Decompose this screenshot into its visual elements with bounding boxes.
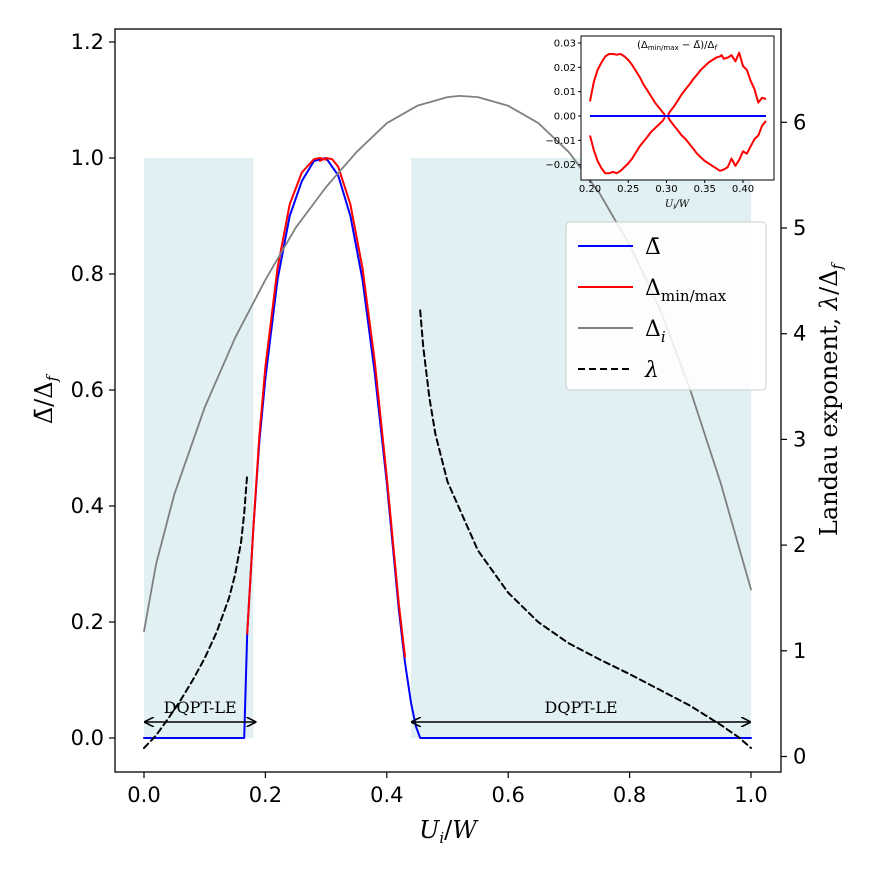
x-tick-label-0: 0.0 (127, 783, 160, 807)
legend-label-lambda: λ (644, 358, 659, 383)
inset-x-tick-label-0: 0.20 (579, 184, 601, 195)
right-y-tick-label-2: 2 (793, 533, 806, 557)
x-tick-label-2: 0.4 (370, 783, 403, 807)
inset-frame (580, 35, 775, 181)
dqpt-annotations: DQPT-LE DQPT-LE (145, 698, 750, 722)
right-y-tick-label-4: 4 (793, 322, 806, 346)
x-tick-label-5: 1.0 (734, 783, 767, 807)
x-tick-label-3: 0.6 (491, 783, 524, 807)
inset-y-tick-label-0: −0.02 (545, 160, 576, 171)
inset-x-tick-label-1: 0.25 (617, 184, 639, 195)
series-line-1 (246, 157, 328, 635)
inset-y-tick-label-4: 0.02 (554, 63, 576, 74)
left-y-axis-label: Δ̄/Δf (30, 373, 61, 424)
inset-background (581, 36, 774, 180)
inset-y-tick-label-5: 0.03 (554, 39, 576, 50)
x-tick-label-4: 0.8 (613, 783, 646, 807)
inset-y-tick-label-3: 0.01 (554, 87, 576, 98)
inset-x-tick-label-3: 0.35 (694, 184, 716, 195)
inset-chart: 0.20 0.25 0.30 0.35 0.40 −0.02 −0.01 0.00 0.01 0… (545, 35, 775, 211)
left-y-tick-label-1: 0.2 (71, 610, 104, 634)
left-y-tick-label-6: 1.2 (71, 30, 104, 54)
shaded-region-0 (144, 158, 254, 738)
left-y-tick-label-4: 0.8 (71, 262, 104, 286)
right-y-tick-label-5: 5 (793, 216, 806, 240)
main-plot-frame (114, 28, 782, 773)
inset-series-line-0 (589, 53, 666, 116)
right-y-axis-ticks: 0 1 2 3 4 5 6 (781, 110, 806, 769)
left-y-tick-label-5: 1.0 (71, 146, 104, 170)
legend-label-delta-i: Δi (645, 317, 666, 346)
inset-series-line-3 (667, 116, 767, 172)
inset-y-tick-label-2: 0.00 (554, 112, 576, 123)
series-line-2 (319, 157, 406, 658)
left-y-tick-label-0: 0.0 (71, 726, 104, 750)
legend-label-bar: Δ̄ (645, 235, 661, 260)
annotation-label-0: DQPT-LE (164, 698, 237, 717)
inset-series (589, 51, 767, 175)
series-line-5 (419, 309, 752, 749)
annotation-label-1: DQPT-LE (545, 698, 618, 717)
legend-label-minmax: Δmin/max (645, 276, 727, 305)
left-y-tick-label-2: 0.4 (71, 494, 104, 518)
inset-series-line-2 (589, 116, 666, 175)
right-y-tick-label-3: 3 (793, 427, 806, 451)
right-y-axis-label: Landau exponent, λ/Δf (815, 261, 846, 536)
inset-y-ticks: −0.02 −0.01 0.00 0.01 0.02 0.03 (545, 39, 581, 171)
inset-x-tick-label-4: 0.40 (732, 184, 754, 195)
x-tick-label-1: 0.2 (249, 783, 282, 807)
right-y-tick-label-0: 0 (793, 745, 806, 769)
inset-x-ticks: 0.20 0.25 0.30 0.35 0.40 (579, 180, 754, 195)
left-y-tick-label-3: 0.6 (71, 378, 104, 402)
inset-y-tick-label-1: −0.01 (545, 136, 576, 147)
inset-series-line-1 (667, 51, 767, 116)
right-y-tick-label-6: 6 (793, 110, 806, 134)
inset-x-axis-label: Ui/W (665, 199, 690, 211)
legend: Δ̄ Δmin/max Δi λ (565, 221, 767, 391)
inset-x-tick-label-2: 0.30 (655, 184, 677, 195)
x-axis-label: Ui/W (419, 816, 479, 847)
left-y-axis-ticks: 0.0 0.2 0.4 0.6 0.8 1.0 1.2 (71, 30, 115, 750)
x-axis-ticks: 0.0 0.2 0.4 0.6 0.8 1.0 (127, 772, 768, 807)
legend-box (565, 221, 767, 391)
right-y-tick-label-1: 1 (793, 639, 806, 663)
